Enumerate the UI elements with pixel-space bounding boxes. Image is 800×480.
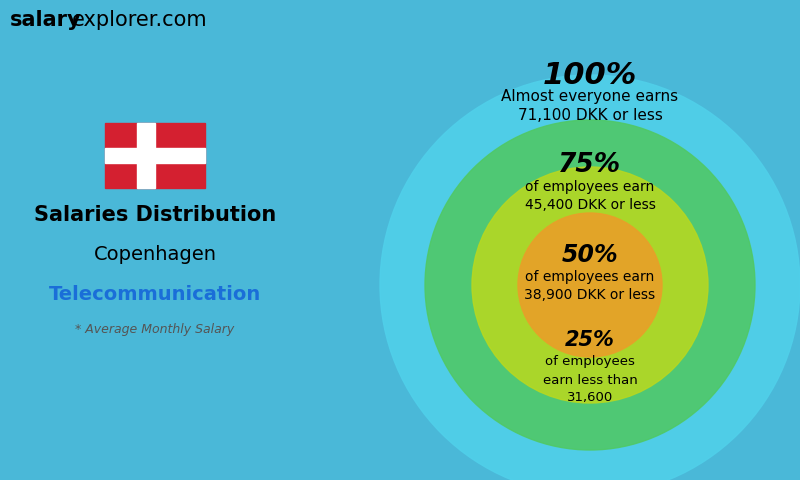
Text: 45,400 DKK or less: 45,400 DKK or less (525, 198, 655, 212)
Text: Almost everyone earns: Almost everyone earns (502, 89, 678, 105)
Text: Telecommunication: Telecommunication (49, 286, 261, 304)
Text: 75%: 75% (558, 152, 622, 178)
Text: of employees: of employees (545, 356, 635, 369)
Text: 31,600: 31,600 (567, 392, 613, 405)
Text: of employees earn: of employees earn (526, 180, 654, 194)
Text: 38,900 DKK or less: 38,900 DKK or less (525, 288, 655, 302)
Text: earn less than: earn less than (542, 373, 638, 386)
Text: 25%: 25% (565, 330, 615, 350)
Circle shape (425, 120, 755, 450)
Text: 50%: 50% (562, 243, 618, 267)
Text: * Average Monthly Salary: * Average Monthly Salary (75, 324, 234, 336)
Text: Salaries Distribution: Salaries Distribution (34, 205, 276, 225)
Bar (105, 123, 205, 188)
Text: Copenhagen: Copenhagen (94, 245, 217, 264)
Bar (137, 123, 155, 188)
Text: of employees earn: of employees earn (526, 270, 654, 284)
Text: explorer.com: explorer.com (72, 10, 208, 30)
Text: 100%: 100% (543, 60, 637, 89)
Text: salary: salary (10, 10, 82, 30)
Circle shape (518, 213, 662, 357)
Circle shape (472, 167, 708, 403)
Text: 71,100 DKK or less: 71,100 DKK or less (518, 108, 662, 122)
Circle shape (380, 75, 800, 480)
Bar (105, 148, 205, 163)
